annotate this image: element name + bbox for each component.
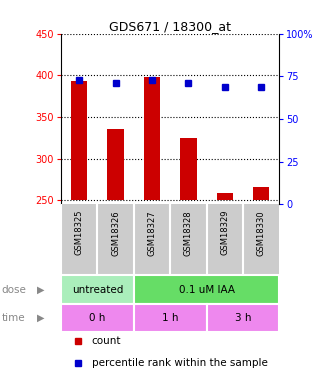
- Text: GSM18328: GSM18328: [184, 210, 193, 256]
- Text: percentile rank within the sample: percentile rank within the sample: [91, 358, 267, 368]
- Bar: [206, 304, 279, 332]
- Bar: [134, 275, 279, 304]
- Bar: [61, 304, 134, 332]
- Text: 0.1 uM IAA: 0.1 uM IAA: [178, 285, 235, 294]
- Text: GSM18327: GSM18327: [147, 210, 156, 256]
- Text: GSM18329: GSM18329: [220, 210, 229, 255]
- Text: ▶: ▶: [37, 285, 44, 294]
- Text: untreated: untreated: [72, 285, 123, 294]
- Text: 0 h: 0 h: [89, 313, 106, 323]
- Text: 1 h: 1 h: [162, 313, 178, 323]
- Bar: [71, 81, 87, 200]
- Text: dose: dose: [2, 285, 26, 294]
- Bar: [107, 129, 124, 200]
- Bar: [216, 194, 233, 200]
- Text: GSM18325: GSM18325: [75, 210, 84, 255]
- Bar: [144, 77, 160, 200]
- Text: count: count: [91, 336, 121, 346]
- Text: GSM18330: GSM18330: [256, 210, 265, 256]
- Text: GSM18326: GSM18326: [111, 210, 120, 256]
- Bar: [253, 187, 269, 200]
- Bar: [134, 304, 206, 332]
- Bar: [61, 275, 134, 304]
- Text: ▶: ▶: [37, 313, 44, 323]
- Title: GDS671 / 18300_at: GDS671 / 18300_at: [109, 20, 231, 33]
- Text: time: time: [2, 313, 25, 323]
- Text: 3 h: 3 h: [235, 313, 251, 323]
- Bar: [180, 138, 196, 200]
